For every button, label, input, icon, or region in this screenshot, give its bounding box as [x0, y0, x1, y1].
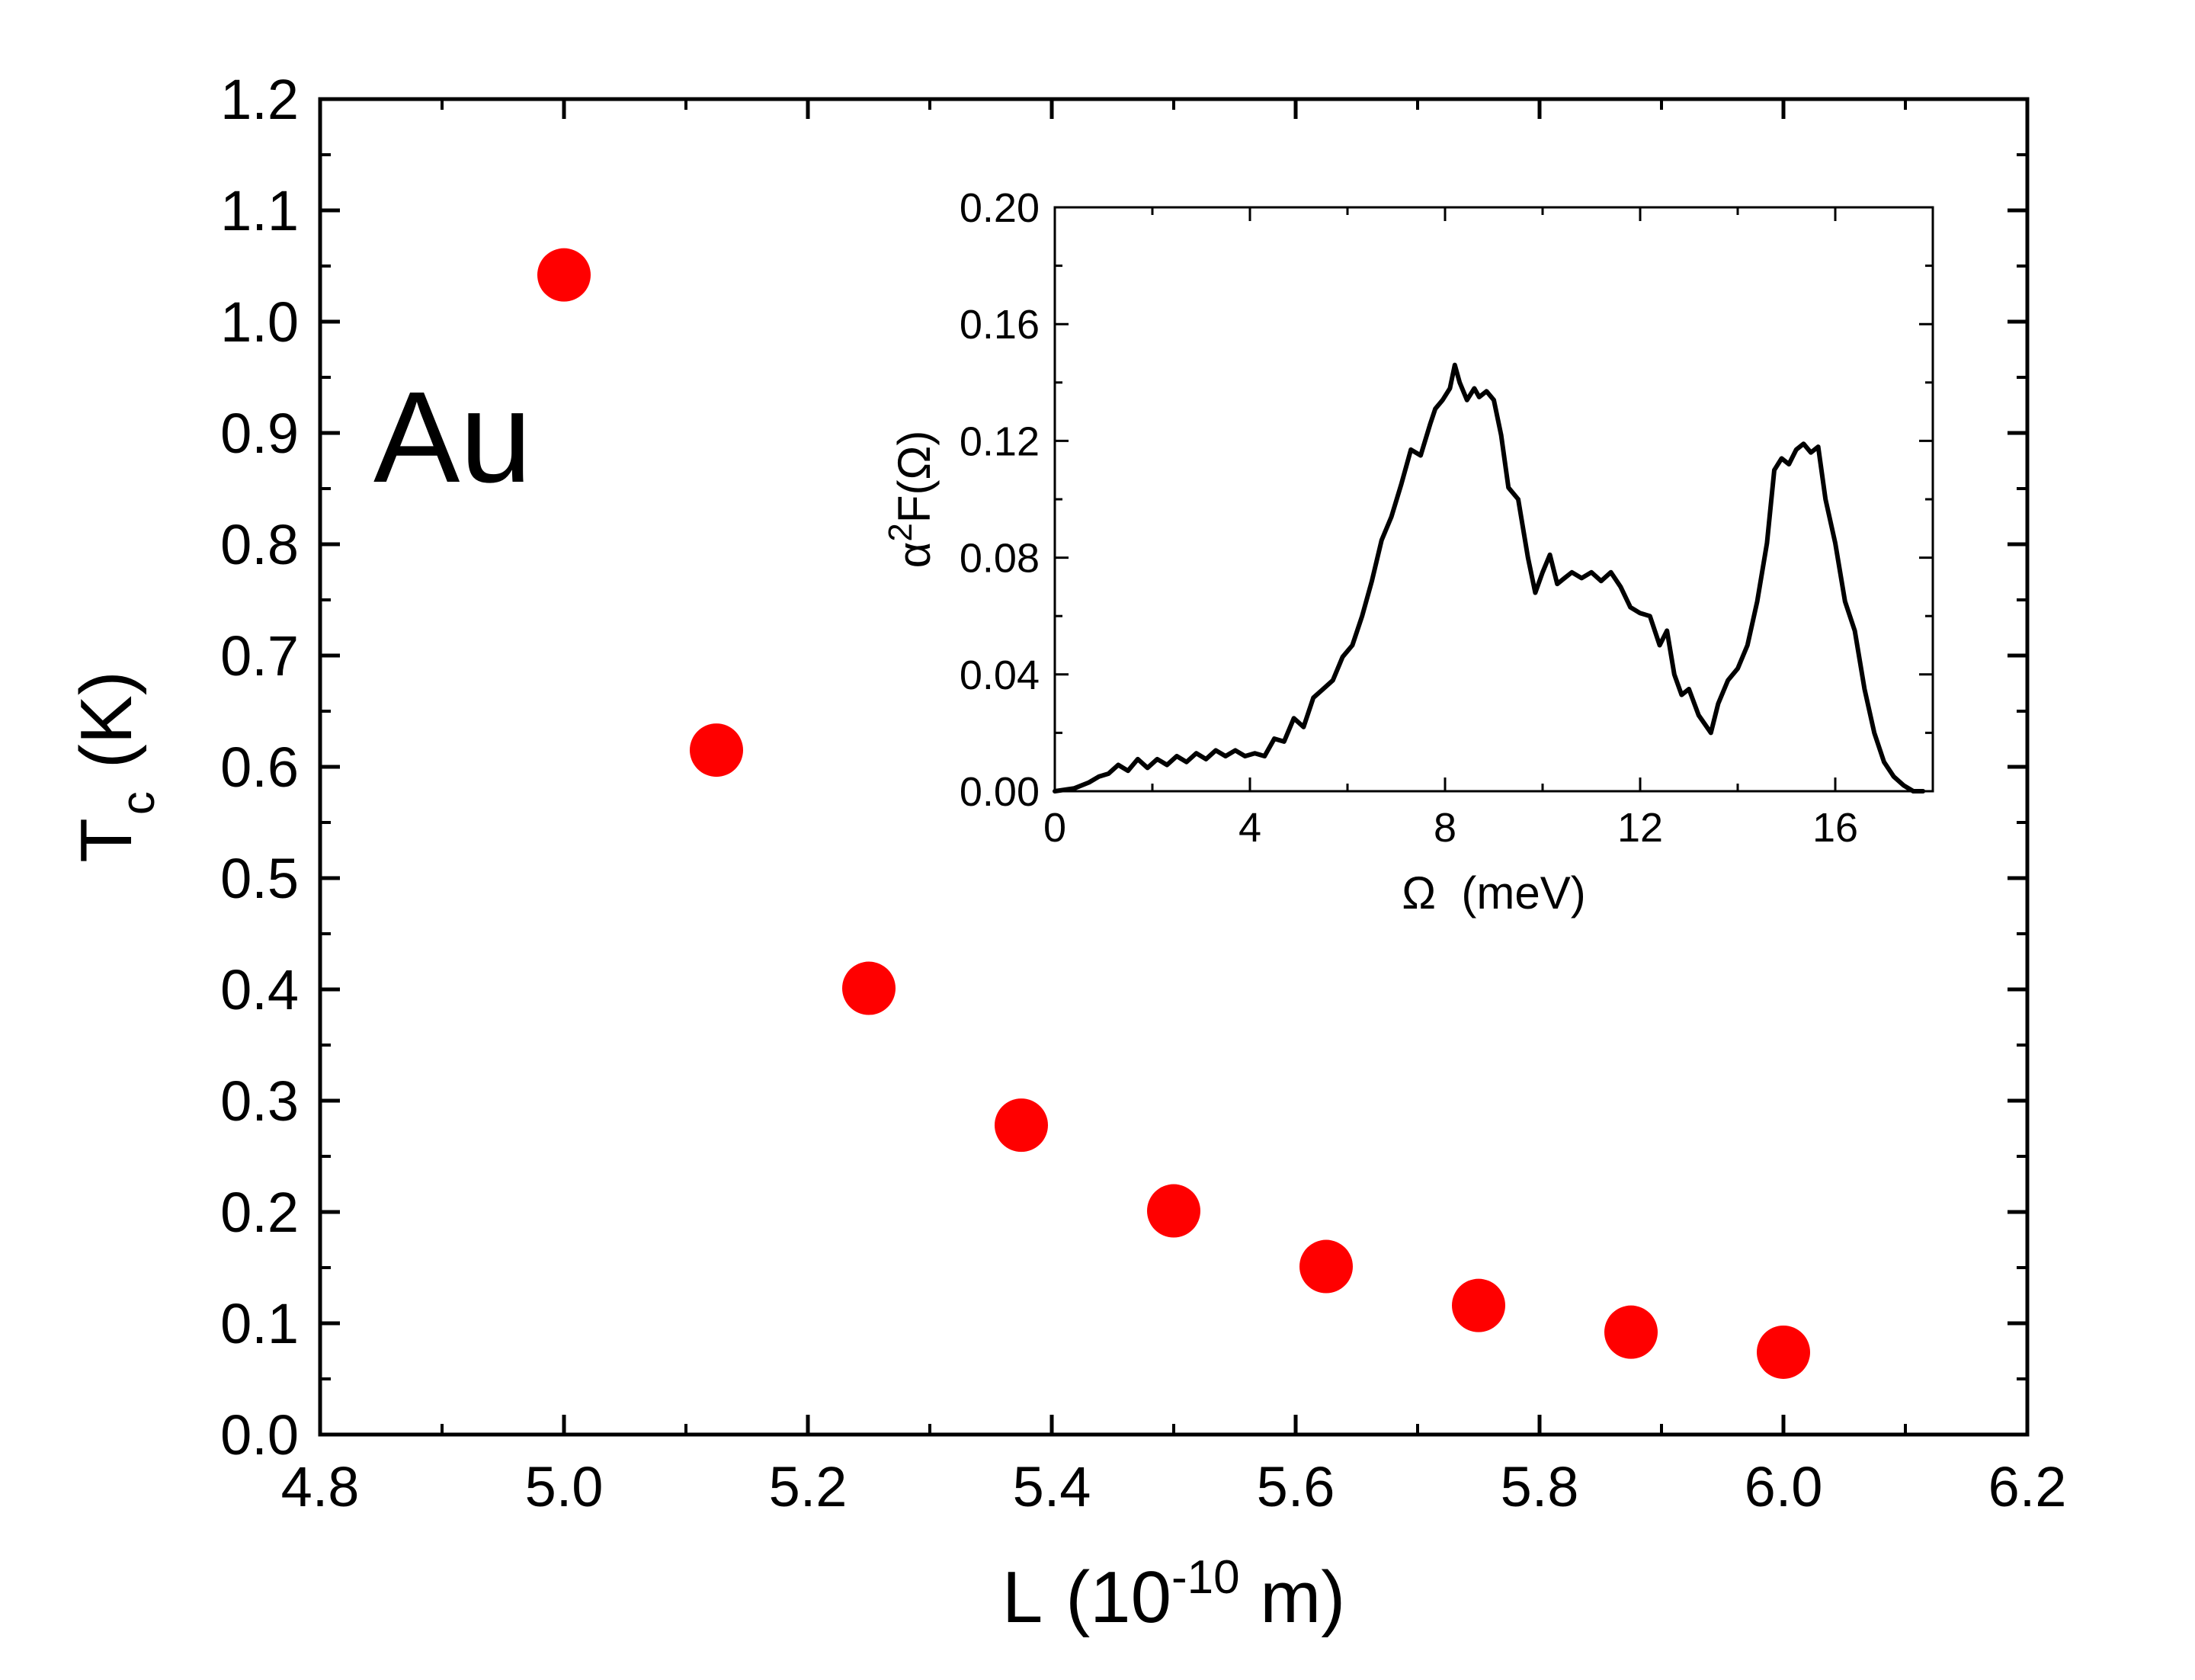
y-tick-label: 0.6 — [220, 736, 299, 799]
inset-y-tick-label: 0.20 — [960, 185, 1040, 231]
inset-x-tick-label: 16 — [1812, 805, 1858, 851]
inset-plot-frame — [1053, 206, 1934, 793]
inset-x-tick-label: 12 — [1617, 805, 1663, 851]
main-chart: 4.8 5.0 5.2 5.4 5.6 5.8 6.0 6.2 0.0 0.1 0.2 0.3 0.4 0… — [66, 68, 2066, 1638]
x-tick-label: 4.8 — [281, 1455, 360, 1518]
inset-spectrum-line — [1053, 362, 1926, 794]
y-axis-title-symbol: T — [66, 818, 147, 863]
inset-y-tick-label: 0.08 — [960, 536, 1040, 582]
inset-chart: 0 4 8 12 160.000.040.080.120.160.20 Ω (meV) … — [882, 185, 1934, 919]
y-tick-label: 1.0 — [220, 290, 299, 354]
y-tick-label: 0.3 — [220, 1069, 299, 1133]
x-axis-title-units-suffix: m) — [1240, 1557, 1346, 1638]
inset-y-tick-label: 0.16 — [960, 302, 1040, 348]
y-tick-label: 1.2 — [220, 68, 299, 131]
data-point — [1452, 1278, 1505, 1332]
inset-y-tick-label: 0.12 — [960, 418, 1040, 464]
inset-y-axis-title: α2F(Ω) — [882, 431, 940, 569]
y-tick-label: 0.9 — [220, 402, 299, 465]
x-tick-label: 5.8 — [1501, 1455, 1579, 1518]
x-tick-label: 5.6 — [1257, 1455, 1335, 1518]
material-annotation: Au — [373, 365, 532, 510]
y-tick-label: 0.4 — [220, 958, 299, 1021]
data-point — [1147, 1184, 1200, 1238]
data-point — [1299, 1239, 1353, 1294]
x-tick-label: 5.0 — [525, 1455, 604, 1518]
y-tick-label: 0.8 — [220, 513, 299, 576]
data-point — [1757, 1325, 1810, 1379]
x-tick-label: 5.2 — [769, 1455, 848, 1518]
y-tick-label: 0.7 — [220, 624, 299, 688]
x-tick-label: 5.4 — [1013, 1455, 1091, 1518]
x-tick-label: 6.0 — [1745, 1455, 1823, 1518]
y-axis-title: Tc (K) — [66, 671, 165, 863]
inset-y-axis-title-prefix: α — [889, 542, 940, 569]
data-point — [537, 248, 591, 302]
y-tick-label: 0.5 — [220, 847, 299, 910]
inset-ticks — [1053, 206, 1933, 793]
y-tick-label: 0.0 — [220, 1403, 299, 1467]
main-plot-frame — [318, 97, 2030, 1437]
x-axis-title-units-exponent: -10 — [1171, 1551, 1240, 1604]
x-axis-title-units-prefix: (10 — [1065, 1557, 1171, 1638]
inset-x-tick-label: 8 — [1434, 805, 1456, 851]
y-tick-label: 0.1 — [220, 1292, 299, 1355]
data-point — [1604, 1305, 1658, 1359]
inset-x-tick-label: 0 — [1043, 805, 1066, 851]
data-point — [842, 961, 896, 1015]
main-data-points — [537, 248, 1810, 1379]
x-axis-title-symbol: L — [1002, 1557, 1043, 1638]
data-point — [690, 723, 743, 777]
y-tick-label: 1.1 — [220, 179, 299, 242]
main-tick-labels: 4.8 5.0 5.2 5.4 5.6 5.8 6.0 6.2 0.0 0.1 0.2 0.3 0.4 0… — [220, 68, 2066, 1518]
inset-y-axis-title-suffix: F(Ω) — [889, 431, 940, 523]
inset-x-tick-label: 4 — [1238, 805, 1261, 851]
inset-y-tick-label: 0.04 — [960, 652, 1040, 698]
y-axis-title-units: (K) — [66, 671, 147, 768]
inset-tick-labels: 0 4 8 12 16 0.00 0.04 0.08 0.12 0.16 0.20 — [960, 185, 1858, 851]
inset-x-axis-title: Ω (meV) — [1402, 867, 1586, 919]
y-axis-title-subscript: c — [112, 791, 165, 815]
x-axis-title: L (10-10 m) — [1002, 1551, 1345, 1638]
data-point — [995, 1098, 1048, 1153]
inset-y-tick-label: 0.00 — [960, 769, 1040, 815]
y-tick-label: 0.2 — [220, 1181, 299, 1244]
inset-y-axis-title-superscript: 2 — [882, 523, 919, 541]
x-tick-label: 6.2 — [1988, 1455, 2067, 1518]
